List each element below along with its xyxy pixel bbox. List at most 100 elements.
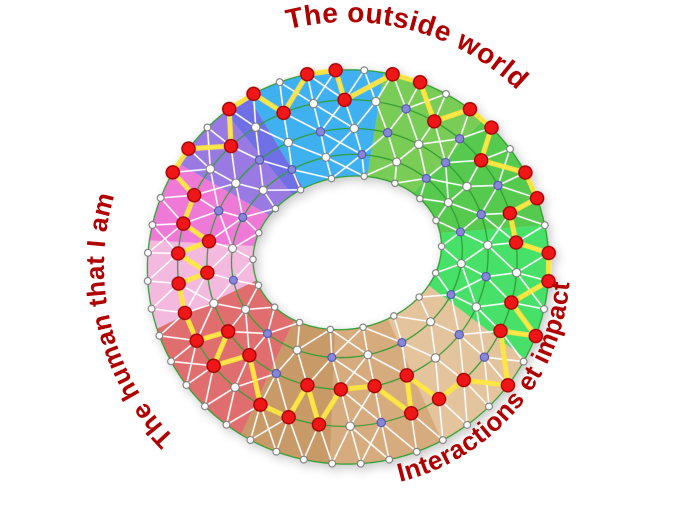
- selected-node-red[interactable]: [337, 92, 353, 108]
- skill-node-purple[interactable]: [213, 206, 224, 216]
- skill-node-white[interactable]: [371, 96, 381, 107]
- skill-node-purple[interactable]: [455, 227, 465, 237]
- selected-node-red[interactable]: [431, 391, 447, 407]
- skill-node-purple[interactable]: [397, 338, 407, 348]
- skill-node-white[interactable]: [203, 123, 212, 132]
- skill-node-purple[interactable]: [479, 352, 490, 362]
- skill-node-white[interactable]: [456, 259, 466, 269]
- skill-node-white[interactable]: [231, 178, 241, 188]
- skill-node-white[interactable]: [356, 459, 365, 468]
- selected-node-red[interactable]: [170, 246, 186, 262]
- skill-node-purple[interactable]: [476, 209, 486, 220]
- skill-node-white[interactable]: [360, 172, 368, 181]
- skill-node-purple[interactable]: [228, 275, 238, 285]
- selected-node-red[interactable]: [299, 66, 315, 82]
- skill-node-white[interactable]: [462, 181, 472, 192]
- selected-node-red[interactable]: [528, 328, 544, 344]
- skill-node-white[interactable]: [200, 402, 209, 411]
- selected-node-red[interactable]: [300, 377, 316, 393]
- skill-node-white[interactable]: [416, 194, 424, 203]
- skill-node-purple[interactable]: [287, 164, 297, 175]
- selected-node-red[interactable]: [456, 372, 472, 388]
- skill-node-white[interactable]: [432, 216, 440, 225]
- skill-node-white[interactable]: [144, 248, 152, 257]
- skill-node-purple[interactable]: [440, 157, 451, 168]
- skill-node-white[interactable]: [359, 323, 367, 331]
- selected-node-red[interactable]: [508, 235, 524, 251]
- skill-node-white[interactable]: [326, 325, 335, 334]
- selected-node-red[interactable]: [541, 273, 557, 289]
- sector-tan-dark[interactable]: [220, 312, 362, 480]
- skill-node-white[interactable]: [506, 145, 514, 153]
- selected-node-red[interactable]: [403, 405, 419, 421]
- skill-node-white[interactable]: [182, 381, 191, 389]
- skill-node-white[interactable]: [463, 420, 472, 429]
- sector-green-bright[interactable]: [418, 211, 571, 375]
- skill-node-white[interactable]: [240, 304, 251, 315]
- skill-node-white[interactable]: [167, 357, 176, 366]
- skill-node-white[interactable]: [143, 277, 152, 285]
- skill-node-white[interactable]: [360, 66, 369, 75]
- selected-node-red[interactable]: [281, 409, 297, 425]
- skill-node-white[interactable]: [271, 204, 280, 213]
- skill-node-white[interactable]: [345, 421, 355, 432]
- skill-node-white[interactable]: [438, 436, 447, 445]
- selected-node-red[interactable]: [462, 101, 478, 117]
- skill-node-white[interactable]: [254, 281, 263, 289]
- selected-node-red[interactable]: [253, 397, 269, 413]
- skill-node-white[interactable]: [227, 243, 238, 253]
- skill-node-purple[interactable]: [454, 134, 465, 144]
- skill-node-white[interactable]: [485, 402, 493, 411]
- skill-node-purple[interactable]: [376, 417, 387, 428]
- skill-node-white[interactable]: [327, 174, 336, 183]
- skill-node-white[interactable]: [295, 318, 304, 327]
- sector-pink-light[interactable]: [138, 219, 268, 329]
- selected-node-red[interactable]: [426, 114, 442, 130]
- selected-node-red[interactable]: [199, 265, 215, 281]
- skill-node-white[interactable]: [249, 255, 257, 264]
- skill-node-white[interactable]: [205, 164, 216, 174]
- selected-node-red[interactable]: [189, 333, 205, 349]
- skill-node-white[interactable]: [156, 194, 165, 202]
- skill-node-white[interactable]: [148, 221, 157, 229]
- skill-node-purple[interactable]: [493, 180, 503, 191]
- skill-node-white[interactable]: [426, 317, 436, 327]
- selected-node-red[interactable]: [177, 305, 193, 321]
- skill-node-white[interactable]: [540, 305, 548, 313]
- skill-node-white[interactable]: [385, 455, 394, 464]
- skill-node-purple[interactable]: [446, 290, 456, 300]
- skill-node-white[interactable]: [390, 312, 398, 320]
- skill-node-purple[interactable]: [481, 271, 491, 282]
- skill-node-white[interactable]: [246, 436, 255, 444]
- skill-node-purple[interactable]: [357, 150, 367, 160]
- selected-node-red[interactable]: [484, 120, 500, 136]
- skill-node-white[interactable]: [283, 137, 294, 148]
- selected-node-red[interactable]: [333, 382, 349, 398]
- skill-node-white[interactable]: [363, 350, 373, 360]
- skill-node-white[interactable]: [430, 353, 441, 363]
- sector-tan-light[interactable]: [383, 269, 538, 446]
- skill-node-purple[interactable]: [454, 329, 464, 340]
- skill-node-white[interactable]: [270, 303, 279, 311]
- selected-node-red[interactable]: [206, 358, 222, 374]
- selected-node-red[interactable]: [493, 323, 509, 339]
- skill-node-purple[interactable]: [238, 212, 248, 222]
- skill-node-purple[interactable]: [401, 104, 411, 114]
- skill-node-white[interactable]: [222, 420, 231, 429]
- skill-node-white[interactable]: [442, 90, 450, 98]
- skill-node-white[interactable]: [299, 455, 308, 464]
- skill-node-white[interactable]: [413, 139, 424, 150]
- selected-node-red[interactable]: [529, 190, 545, 206]
- selected-node-red[interactable]: [399, 368, 415, 384]
- selected-node-red[interactable]: [246, 86, 262, 102]
- skill-node-white[interactable]: [308, 98, 319, 109]
- selected-node-red[interactable]: [541, 245, 557, 261]
- selected-node-red[interactable]: [176, 216, 192, 232]
- skill-node-white[interactable]: [540, 221, 549, 230]
- skill-node-white[interactable]: [437, 242, 446, 251]
- skill-node-white[interactable]: [412, 447, 421, 456]
- selected-node-red[interactable]: [473, 152, 489, 168]
- skill-node-white[interactable]: [349, 123, 359, 134]
- skill-node-white[interactable]: [519, 357, 528, 366]
- sector-salmon[interactable]: [151, 274, 315, 447]
